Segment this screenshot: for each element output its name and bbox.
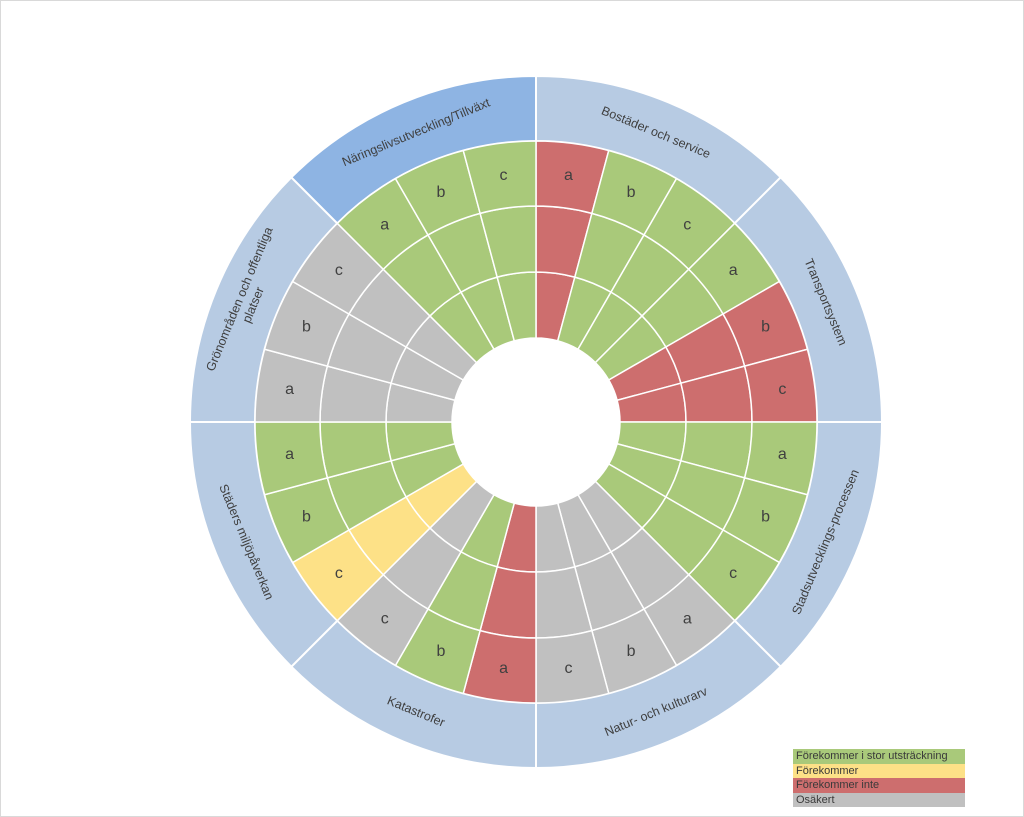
cell-letter-katastrofer-a: a xyxy=(499,660,508,677)
cell-letter-staders-miljopaverkan-b: b xyxy=(302,509,311,526)
cell-letter-staders-miljopaverkan-a: a xyxy=(285,446,294,463)
cell-letter-stadsutvecklings-processen-a: a xyxy=(778,446,787,463)
legend-item-forekommer: Förekommer xyxy=(793,763,965,778)
cell-letter-bostader-och-service-c: c xyxy=(683,216,691,233)
cell-letter-bostader-och-service-a: a xyxy=(564,167,573,184)
cell-letter-stadsutvecklings-processen-c: c xyxy=(729,565,737,582)
cell-naringslivsutveckling-tillvaxt-c-ring-3 xyxy=(462,140,537,215)
cell-letter-bostader-och-service-b: b xyxy=(627,184,636,201)
cell-letter-stadsutvecklings-processen-b: b xyxy=(761,509,770,526)
cell-letter-katastrofer-c: c xyxy=(381,611,389,628)
cell-letter-transportsystem-a: a xyxy=(729,262,738,279)
cell-letter-natur-och-kulturarv-b: b xyxy=(627,643,636,660)
cell-letter-transportsystem-c: c xyxy=(778,381,786,398)
cell-letter-naringslivsutveckling-tillvaxt-a: a xyxy=(380,216,389,233)
wheel-center xyxy=(453,339,619,505)
cell-letter-naringslivsutveckling-tillvaxt-c: c xyxy=(500,167,508,184)
cell-letter-gronomraden-och-offentliga-platser-a: a xyxy=(285,381,294,398)
cell-letter-gronomraden-och-offentliga-platser-c: c xyxy=(335,262,343,279)
cell-letter-gronomraden-och-offentliga-platser-b: b xyxy=(302,318,311,335)
cell-letter-natur-och-kulturarv-a: a xyxy=(683,611,692,628)
legend: Förekommer i stor utsträckning Förekommer… xyxy=(793,749,965,807)
cell-letter-transportsystem-b: b xyxy=(761,318,770,335)
legend-item-osakert: Osäkert xyxy=(793,792,965,807)
legend-item-forekommer-i-stor-utstrackning: Förekommer i stor utsträckning xyxy=(793,749,965,764)
cell-letter-natur-och-kulturarv-c: c xyxy=(564,660,572,677)
cell-letter-naringslivsutveckling-tillvaxt-b: b xyxy=(436,184,445,201)
legend-item-forekommer-inte: Förekommer inte xyxy=(793,778,965,793)
cell-letter-katastrofer-b: b xyxy=(436,643,445,660)
cell-letter-staders-miljopaverkan-c: c xyxy=(335,565,343,582)
